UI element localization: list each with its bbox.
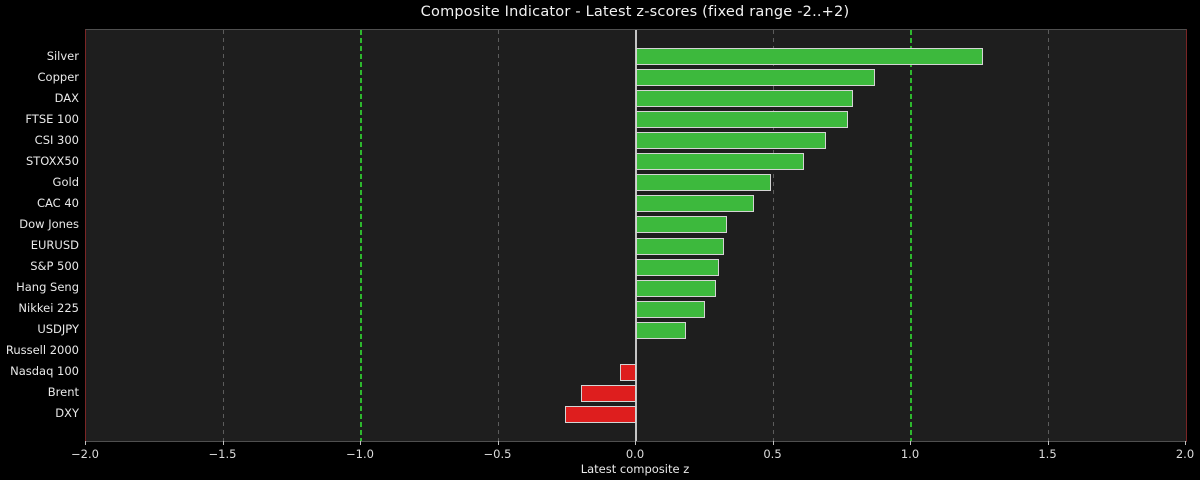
- bar-stoxx50: [636, 153, 804, 171]
- y-label-nasdaq-100: Nasdaq 100: [10, 364, 79, 379]
- x-tick-label--1: −1.0: [346, 447, 374, 461]
- gridline-0.5: [773, 30, 774, 441]
- bar-nikkei-225: [636, 300, 705, 318]
- bar-ftse-100: [636, 111, 848, 129]
- x-tick-mark-0.5: [772, 441, 774, 445]
- bar-silver: [636, 48, 983, 66]
- bar-dow-jones: [636, 216, 727, 234]
- x-tick-label-0: 0.0: [625, 447, 645, 461]
- y-label-nikkei-225: Nikkei 225: [18, 301, 79, 316]
- x-tick-mark-0: [635, 441, 636, 445]
- bar-cac-40: [636, 195, 755, 213]
- green-reference-line--1: [360, 30, 362, 441]
- x-tick-label--0.5: −0.5: [483, 447, 512, 461]
- x-tick-mark--1.5: [222, 441, 224, 445]
- y-label-copper: Copper: [37, 69, 79, 84]
- bar-hang-seng: [636, 279, 716, 297]
- bar-dax: [636, 90, 854, 108]
- x-tick-mark--0.5: [497, 441, 499, 445]
- gridline-1.5: [1048, 30, 1049, 441]
- y-label-ftse-100: FTSE 100: [25, 111, 79, 126]
- x-tick-mark--1: [360, 441, 361, 445]
- x-tick-label-1: 1.0: [900, 447, 920, 461]
- bar-nasdaq-100: [619, 363, 636, 381]
- x-tick-label-0.5: 0.5: [763, 447, 782, 461]
- x-tick-label--1.5: −1.5: [208, 447, 237, 461]
- green-reference-line-1: [910, 30, 912, 441]
- y-label-dax: DAX: [54, 90, 79, 105]
- chart-title: Composite Indicator - Latest z-scores (f…: [420, 4, 850, 20]
- y-label-cac-40: CAC 40: [36, 195, 79, 210]
- y-label-csi-300: CSI 300: [34, 132, 79, 147]
- x-tick-mark-1: [910, 441, 911, 445]
- y-label-usdjpy: USDJPY: [37, 322, 79, 337]
- y-label-brent: Brent: [47, 385, 79, 400]
- x-tick-mark-1.5: [1047, 441, 1049, 445]
- gridline--0.5: [498, 30, 499, 441]
- y-label-dxy: DXY: [55, 406, 79, 421]
- y-label-silver: Silver: [46, 48, 79, 63]
- bar-gold: [636, 174, 771, 192]
- x-tick-label-2: 2.0: [1175, 447, 1195, 461]
- bar-usdjpy: [636, 321, 686, 339]
- x-tick-label-1.5: 1.5: [1038, 447, 1057, 461]
- y-label-russell-2000: Russell 2000: [5, 343, 79, 358]
- bar-brent: [581, 384, 636, 402]
- plot-area: [85, 29, 1187, 442]
- y-label-dow-jones: Dow Jones: [19, 216, 79, 231]
- x-axis-label: Latest composite z: [580, 462, 690, 476]
- x-tick-mark--2: [85, 441, 86, 445]
- y-label-hang-seng: Hang Seng: [16, 280, 79, 295]
- y-label-eurusd: EURUSD: [30, 238, 79, 253]
- y-label-gold: Gold: [52, 174, 79, 189]
- x-tick-mark-2: [1185, 441, 1186, 445]
- y-label-s-p-500: S&P 500: [30, 259, 79, 274]
- bar-s-p-500: [636, 258, 719, 276]
- x-tick-label--2: −2.0: [71, 447, 99, 461]
- bar-csi-300: [636, 132, 826, 150]
- bar-dxy: [564, 405, 636, 423]
- gridline--1.5: [223, 30, 224, 441]
- zero-line: [635, 30, 637, 441]
- bar-copper: [636, 69, 876, 87]
- y-label-stoxx50: STOXX50: [25, 153, 79, 168]
- bar-eurusd: [636, 237, 724, 255]
